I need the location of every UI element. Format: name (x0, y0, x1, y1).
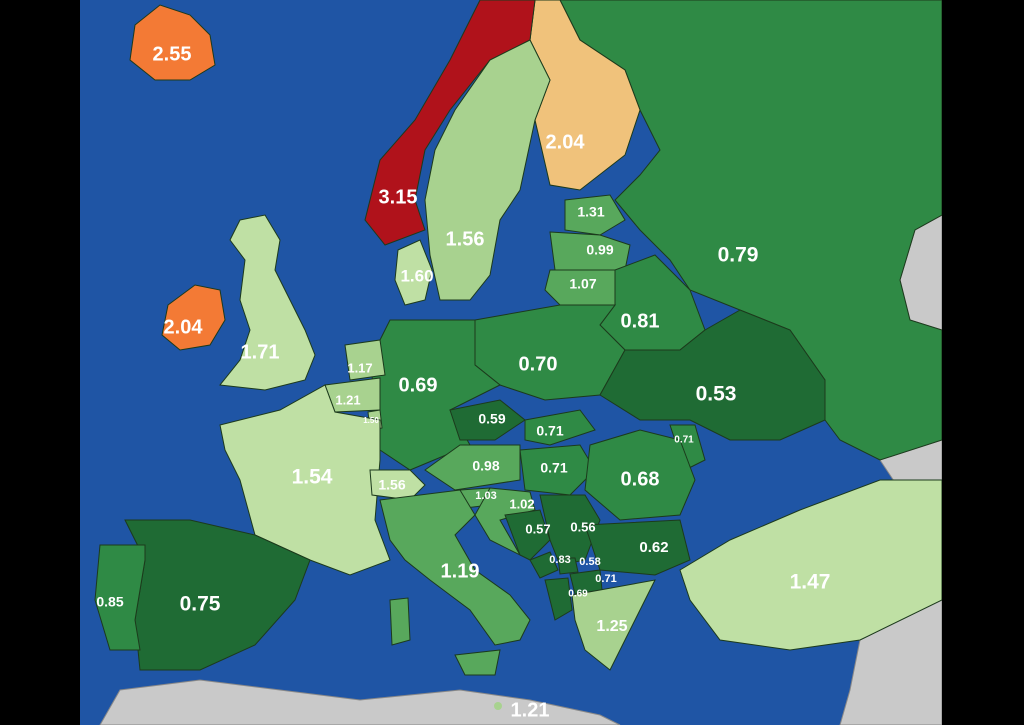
label-greece: 1.25 (596, 618, 627, 635)
label-ireland: 2.04 (164, 316, 204, 338)
sardinia (389, 597, 411, 646)
label-iceland: 2.55 (153, 43, 192, 65)
bosnia (504, 509, 551, 561)
label-malta: 1.21 (511, 699, 550, 721)
croatia (474, 487, 536, 557)
label-luxembourg: 1.50 (363, 416, 379, 425)
label-spain: 0.75 (180, 593, 221, 616)
romania (584, 429, 696, 521)
label-romania: 0.68 (621, 468, 660, 490)
label-belgium: 1.21 (335, 392, 360, 407)
label-kosovo: 0.58 (579, 556, 600, 568)
label-sweden: 1.56 (446, 228, 485, 250)
label-slovenia: 1.03 (475, 490, 496, 502)
czechia (449, 399, 526, 441)
label-portugal: 0.85 (96, 594, 123, 610)
france (219, 384, 391, 576)
label-ukraine: 0.53 (696, 383, 737, 406)
label-montenegro: 0.83 (549, 554, 570, 566)
label-bulgaria: 0.62 (639, 539, 668, 556)
label-germany: 0.69 (399, 374, 438, 396)
label-turkey: 1.47 (790, 571, 831, 594)
label-belarus: 0.81 (621, 310, 660, 332)
europe-map: 2.55 3.15 2.04 1.56 1.60 2.04 1.71 1.31 … (80, 0, 942, 725)
label-russia: 0.79 (718, 244, 759, 267)
latvia (549, 231, 631, 271)
label-north-macedonia: 0.71 (595, 573, 616, 585)
montenegro (529, 551, 559, 579)
label-serbia: 0.56 (570, 519, 595, 534)
bulgaria (584, 519, 691, 576)
ireland (161, 284, 226, 351)
austria (424, 444, 521, 491)
label-estonia: 1.31 (577, 204, 604, 220)
netherlands (344, 339, 386, 381)
label-albania: 0.69 (568, 589, 588, 600)
sicily (454, 649, 501, 676)
map-frame: 2.55 3.15 2.04 1.56 1.60 2.04 1.71 1.31 … (80, 0, 942, 725)
label-denmark: 1.60 (400, 266, 433, 285)
united-kingdom (219, 214, 316, 391)
turkey (679, 479, 942, 651)
label-austria: 0.98 (472, 458, 499, 474)
label-bosnia: 0.57 (525, 521, 550, 536)
label-latvia: 0.99 (586, 242, 613, 258)
label-france: 1.54 (292, 466, 333, 489)
greece (571, 579, 656, 671)
kosovo (557, 557, 579, 575)
label-slovakia: 0.71 (536, 423, 563, 439)
slovakia (524, 409, 596, 446)
label-netherlands: 1.17 (347, 360, 372, 375)
label-norway: 3.15 (379, 186, 418, 208)
label-finland: 2.04 (546, 131, 586, 153)
switzerland (369, 469, 426, 501)
albania (544, 577, 573, 621)
denmark (394, 239, 433, 306)
malta (494, 702, 502, 710)
label-hungary: 0.71 (540, 460, 567, 476)
label-croatia: 1.02 (509, 496, 534, 511)
label-uk: 1.71 (241, 341, 280, 363)
label-switzerland: 1.56 (378, 477, 405, 493)
ukraine (599, 309, 826, 441)
label-lithuania: 1.07 (569, 276, 596, 292)
portugal (94, 544, 146, 651)
hungary (519, 444, 596, 496)
estonia (564, 194, 626, 236)
north-africa (99, 679, 621, 725)
iceland (129, 4, 216, 81)
italy (379, 489, 531, 646)
serbia (539, 494, 601, 566)
label-moldova: 0.71 (674, 435, 694, 446)
sweden (424, 39, 551, 301)
label-italy: 1.19 (441, 560, 480, 582)
label-poland: 0.70 (519, 353, 558, 375)
label-czechia: 0.59 (478, 411, 505, 427)
